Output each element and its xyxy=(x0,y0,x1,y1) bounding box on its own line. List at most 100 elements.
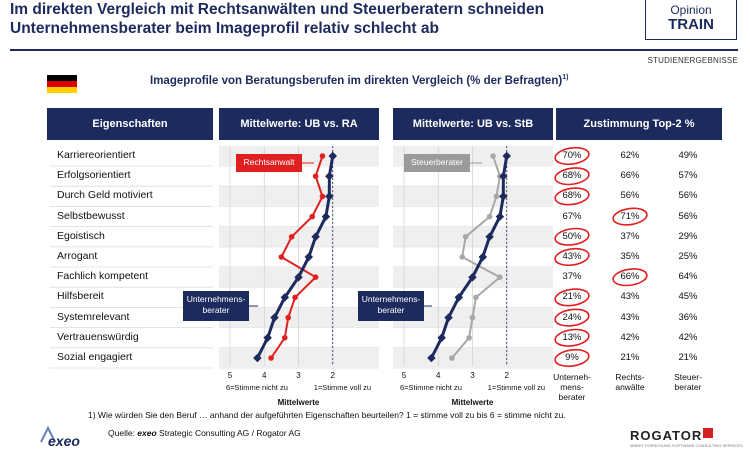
highlight-circle xyxy=(554,187,590,206)
callout-ub-stb-text: berater xyxy=(378,305,405,315)
top2-value: 43% xyxy=(620,291,640,303)
row-stripe xyxy=(393,348,553,368)
footnote: 1) Wie würden Sie den Beruf … anhand der… xyxy=(88,410,566,420)
data-point xyxy=(253,353,262,363)
data-point xyxy=(319,193,326,200)
data-point xyxy=(312,274,319,281)
data-point xyxy=(454,293,464,302)
data-point xyxy=(469,314,476,321)
top2-column-label: Rechts-anwälte xyxy=(615,372,645,392)
row-stripe xyxy=(393,226,553,247)
attribute-label: Systemrelevant xyxy=(57,310,130,323)
attribute-label: Arrogant xyxy=(57,250,98,262)
axis-right-label: 1=Stimme voll zu xyxy=(314,383,371,392)
data-point xyxy=(311,232,320,242)
row-stripe xyxy=(219,307,379,328)
highlight-circle xyxy=(554,328,590,347)
data-point xyxy=(325,192,334,201)
data-point xyxy=(263,333,272,343)
top2-value: 64% xyxy=(678,271,698,283)
header-ub-stb: Mittelwerte: UB vs. StB xyxy=(393,108,553,140)
attribute-label: Erfolgsorientiert xyxy=(57,169,131,182)
callout-rechtsanwalt-text: Rechtsanwalt xyxy=(243,157,295,167)
top2-value: 43% xyxy=(562,251,582,262)
top2-value: 37% xyxy=(562,271,582,283)
data-point xyxy=(490,153,496,159)
data-point xyxy=(468,272,477,282)
tick-label: 3 xyxy=(470,371,475,380)
top2-value: 62% xyxy=(620,150,640,161)
row-stripe xyxy=(219,186,379,207)
data-point xyxy=(285,314,292,321)
top2-column-label: Unterneh-mens-berater xyxy=(553,372,591,402)
top2-value: 57% xyxy=(678,170,698,182)
data-point xyxy=(325,171,334,181)
top2-value: 21% xyxy=(678,352,698,363)
exeo-logo-text: exeo xyxy=(48,433,80,449)
callout-ub-stb-box xyxy=(358,291,424,321)
data-point xyxy=(288,234,295,240)
attribute-label: Selbstbewusst xyxy=(57,209,125,222)
data-point xyxy=(304,252,314,262)
header-top2: Zustimmung Top-2 % xyxy=(556,108,722,140)
top2-value: 70% xyxy=(562,150,582,161)
data-point xyxy=(449,355,455,361)
source-exeo: exeo xyxy=(137,428,157,438)
data-point xyxy=(499,192,508,201)
data-point xyxy=(495,212,505,221)
callout-ub-stb-text: Unternehmens- xyxy=(362,294,421,304)
top2-value: 21% xyxy=(620,352,640,363)
highlight-circle xyxy=(554,227,590,246)
axis-right-label: 1=Stimme voll zu xyxy=(488,383,545,392)
german-flag-icon xyxy=(47,75,77,93)
top2-value: 25% xyxy=(678,251,698,262)
data-point xyxy=(312,173,319,179)
rogator-square-icon xyxy=(703,428,713,438)
top2-value: 56% xyxy=(678,190,698,202)
row-stripe xyxy=(219,348,379,368)
data-point xyxy=(485,232,494,242)
header-attributes: Eigenschaften xyxy=(47,108,213,140)
header-rule xyxy=(10,49,738,51)
attribute-label: Sozial engagiert xyxy=(57,351,133,363)
data-point xyxy=(282,335,288,341)
callout-steuerberater-box xyxy=(404,154,470,172)
callout-steuerberater-text: Steuerberater xyxy=(411,157,463,167)
highlight-circle xyxy=(554,288,590,307)
top2-value: 49% xyxy=(678,150,698,161)
data-point xyxy=(280,293,290,302)
data-point xyxy=(294,272,303,282)
attribute-label: Egoistisch xyxy=(57,229,105,242)
tick-label: 2 xyxy=(331,371,336,380)
attribute-label: Fachlich kompetent xyxy=(57,270,149,283)
data-point xyxy=(268,355,274,361)
data-point xyxy=(278,254,285,260)
axis-title: Mittelwerte xyxy=(278,398,320,407)
data-point xyxy=(497,274,503,281)
top2-value: 56% xyxy=(620,190,640,202)
callout-ub-ra-text: Unternehmens- xyxy=(187,294,246,304)
data-point xyxy=(292,294,298,301)
tick-label: 2 xyxy=(505,371,510,380)
tick-label: 4 xyxy=(436,371,441,380)
rogator-tagline: MARKT FORSCHUNG SOFTWARE CONSULTING SERV… xyxy=(630,443,743,448)
data-point xyxy=(502,151,511,161)
subtitle-footnote-ref: 1) xyxy=(562,74,569,81)
row-stripe xyxy=(219,226,379,247)
tick-label: 5 xyxy=(228,371,233,380)
axis-left-label: 6=Stimme nicht zu xyxy=(226,383,288,392)
exeo-logo: exeo xyxy=(40,425,80,449)
data-point xyxy=(319,153,326,159)
source: Quelle: exeo Strategic Consulting AG / R… xyxy=(108,428,301,438)
callout-ub-ra-text: berater xyxy=(203,305,230,315)
chart-subtitle: Imageprofile von Beratungsberufen im dir… xyxy=(150,74,630,87)
top2-value: 43% xyxy=(620,311,640,323)
data-point xyxy=(499,171,508,181)
data-point xyxy=(309,213,316,220)
top2-value: 35% xyxy=(620,251,640,262)
highlight-circle xyxy=(554,167,590,186)
headline: Im direkten Vergleich mit Rechtsanwälten… xyxy=(10,1,545,37)
tick-label: 3 xyxy=(296,371,301,380)
top2-value: 68% xyxy=(562,170,582,182)
